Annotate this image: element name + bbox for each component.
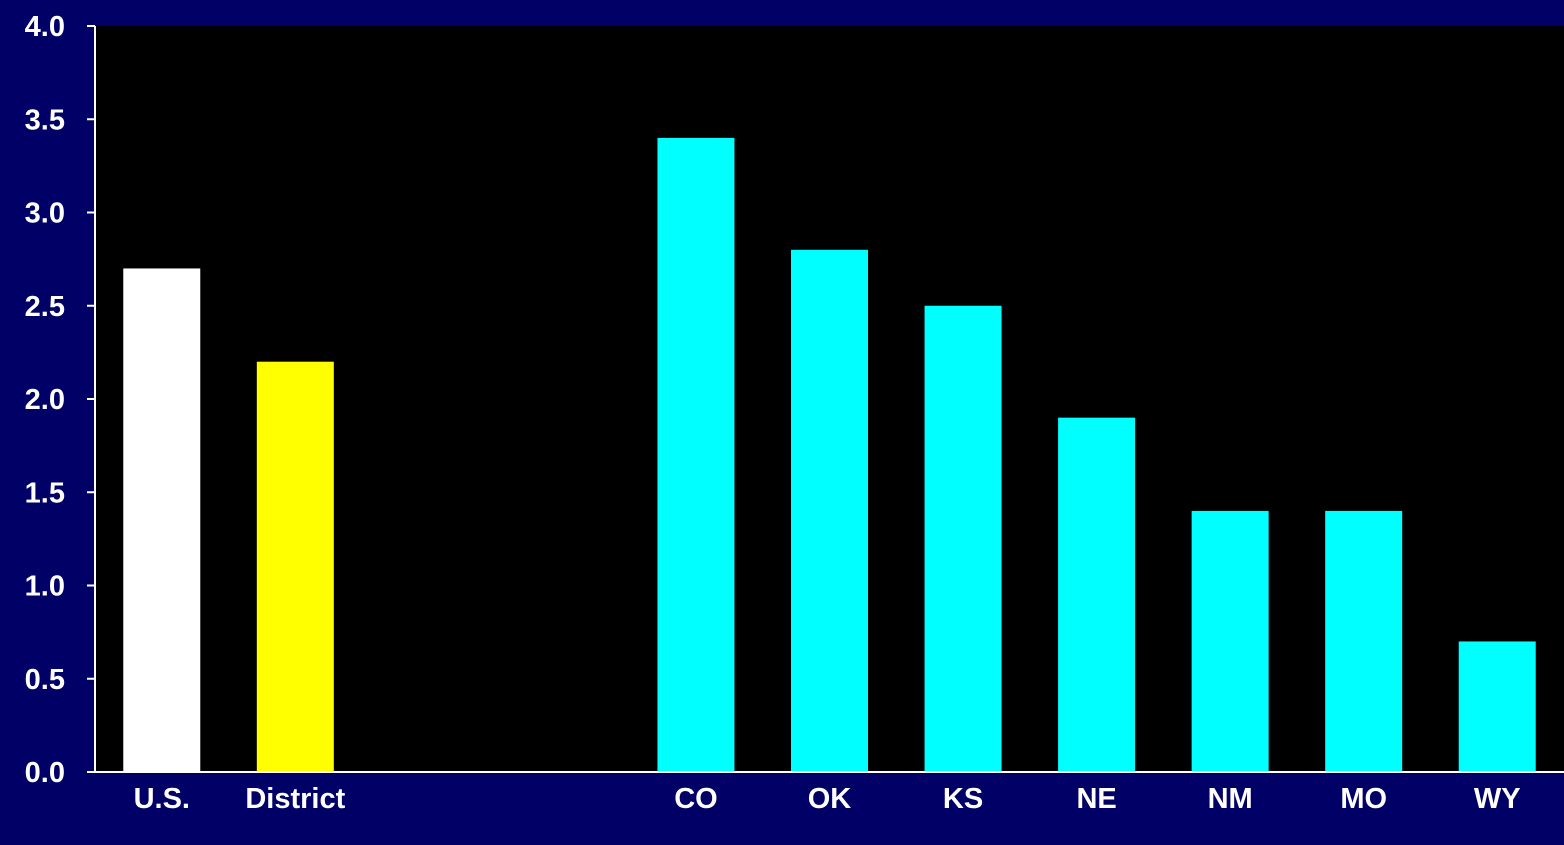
x-category-label: OK [808,783,852,815]
bar-co [657,137,735,772]
bar-nm [1191,510,1269,772]
y-axis-ticks: 0.0 0.5 1.0 1.5 2.0 2.5 3.0 3.5 4.0 [25,11,95,789]
x-category-label: U.S. [134,783,190,815]
x-category-label: NM [1208,783,1253,815]
x-category-label: District [245,783,345,815]
bars-group [123,137,1536,773]
bar-district [256,361,334,772]
x-category-label: MO [1340,783,1387,815]
y-tick-label: 2.5 [25,291,65,323]
y-tick-label: 1.5 [25,477,65,509]
x-category-label: CO [674,783,718,815]
y-tick-label: 0.0 [25,757,65,789]
x-category-label: KS [943,783,983,815]
bar-u-s [123,268,201,772]
y-tick-label: 3.0 [25,198,65,230]
bar-ne [1058,417,1136,772]
y-tick-label: 2.0 [25,384,65,416]
bar-ks [924,305,1002,772]
y-tick-label: 1.0 [25,571,65,603]
y-tick-label: 0.5 [25,664,65,696]
y-tick-label: 3.5 [25,104,65,136]
x-axis-labels: U.S. District CO OK KS NE NM MO WY [134,783,1521,815]
bar-wy [1458,641,1536,772]
y-tick-label: 4.0 [25,11,65,43]
x-category-label: NE [1076,783,1116,815]
bar-mo [1325,510,1403,772]
bar-ok [791,249,868,773]
x-category-label: WY [1474,783,1521,815]
